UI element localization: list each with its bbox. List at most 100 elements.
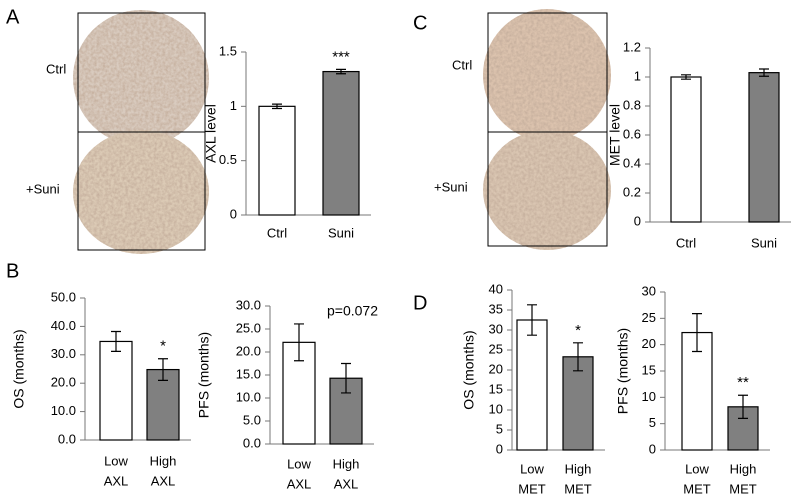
bar — [258, 105, 296, 216]
y-tick-label: 10.0 — [236, 389, 261, 404]
y-tick-label: 30 — [489, 321, 503, 336]
y-tick-label: 5 — [496, 421, 503, 436]
y-tick-label: 0 — [649, 441, 656, 456]
tissue-image-c — [483, 9, 611, 250]
y-axis-label: AXL level — [203, 104, 219, 163]
y-tick-label: 0 — [496, 441, 503, 456]
error-bar — [336, 68, 346, 75]
y-tick-label: 1 — [230, 98, 237, 113]
error-bar — [158, 358, 168, 381]
y-tick-label: 25 — [642, 310, 656, 325]
y-axis-label: OS (months) — [11, 329, 27, 408]
x-tick-label: High — [730, 461, 757, 476]
y-tick-label: 50.0 — [51, 289, 76, 304]
y-tick-label: 0.0 — [58, 431, 76, 446]
y-tick-label: 25.0 — [236, 320, 261, 335]
annotation: p=0.072 — [327, 303, 378, 319]
panel-letter: D — [413, 292, 427, 314]
bar — [322, 70, 360, 216]
y-tick-label: 40 — [489, 281, 503, 296]
y-tick-label: 0.5 — [219, 152, 237, 167]
x-tick-label: Ctrl — [676, 235, 696, 250]
bar — [146, 368, 180, 441]
image-label: Ctrl — [46, 61, 66, 76]
x-tick-label: Suni — [328, 225, 354, 240]
error-bar — [294, 323, 304, 362]
significance-label: * — [160, 338, 166, 355]
y-tick-label: 5.0 — [243, 412, 261, 427]
y-tick-label: 0.2 — [623, 184, 641, 199]
y-tick-label: 20 — [642, 336, 656, 351]
significance-label: *** — [332, 48, 350, 65]
bar — [99, 340, 133, 441]
x-tick-label: High — [150, 453, 177, 468]
x-tick-label: MET — [518, 481, 546, 496]
y-tick-label: 15.0 — [236, 366, 261, 381]
y-axis-label: PFS (months) — [615, 328, 631, 414]
x-tick-label: AXL — [104, 473, 129, 488]
x-tick-label: Suni — [751, 235, 777, 250]
error-bar — [681, 74, 691, 80]
x-tick-label: High — [333, 456, 360, 471]
y-axis-label: OS (months) — [461, 330, 477, 409]
y-tick-label: 30 — [642, 283, 656, 298]
image-label: +Suni — [434, 179, 468, 194]
x-tick-label: MET — [729, 481, 757, 496]
x-tick-label: AXL — [334, 476, 359, 491]
x-tick-label: MET — [564, 481, 592, 496]
y-tick-label: 10 — [489, 401, 503, 416]
y-tick-label: 10 — [642, 389, 656, 404]
panel-letter: A — [6, 6, 20, 28]
y-tick-label: 0.0 — [243, 435, 261, 450]
error-bar — [341, 362, 351, 394]
significance-label: ** — [737, 374, 749, 391]
x-tick-label: MET — [683, 481, 711, 496]
y-tick-label: 1.5 — [219, 43, 237, 58]
error-bar — [272, 103, 282, 110]
y-tick-label: 0 — [634, 213, 641, 228]
x-tick-label: Low — [520, 461, 544, 476]
y-tick-label: 40.0 — [51, 318, 76, 333]
error-bar — [738, 394, 748, 419]
y-axis-label: MET level — [607, 104, 623, 166]
panel-letter: C — [413, 12, 427, 34]
y-tick-label: 25 — [489, 341, 503, 356]
y-tick-label: 5 — [649, 415, 656, 430]
bar — [562, 356, 594, 451]
x-tick-label: Low — [287, 456, 311, 471]
y-tick-label: 10.0 — [51, 403, 76, 418]
y-tick-label: 0 — [230, 206, 237, 221]
x-tick-label: AXL — [151, 473, 176, 488]
y-tick-label: 20 — [489, 361, 503, 376]
error-bar — [527, 304, 537, 336]
bar — [748, 72, 780, 223]
x-tick-label: Ctrl — [267, 225, 287, 240]
bar — [516, 319, 548, 451]
x-tick-label: High — [565, 461, 592, 476]
y-tick-label: 1 — [634, 68, 641, 83]
error-bar — [692, 312, 702, 353]
y-tick-label: 35 — [489, 301, 503, 316]
image-label: +Suni — [26, 181, 60, 196]
y-tick-label: 20.0 — [51, 375, 76, 390]
y-tick-label: 0.8 — [623, 97, 641, 112]
panel-letter: B — [6, 260, 19, 282]
y-tick-label: 15 — [642, 362, 656, 377]
image-label: Ctrl — [452, 57, 472, 72]
significance-label: * — [575, 322, 581, 339]
error-bar — [573, 342, 583, 372]
y-tick-label: 20.0 — [236, 343, 261, 358]
x-tick-label: AXL — [287, 476, 312, 491]
y-tick-label: 0.6 — [623, 126, 641, 141]
x-tick-label: Low — [104, 453, 128, 468]
error-bar — [759, 68, 769, 77]
bar — [670, 76, 702, 223]
y-tick-label: 30.0 — [236, 297, 261, 312]
y-tick-label: 15 — [489, 381, 503, 396]
tissue-image-a — [73, 10, 209, 254]
y-axis-label: PFS (months) — [196, 332, 212, 418]
error-bar — [111, 330, 121, 352]
y-tick-label: 30.0 — [51, 346, 76, 361]
